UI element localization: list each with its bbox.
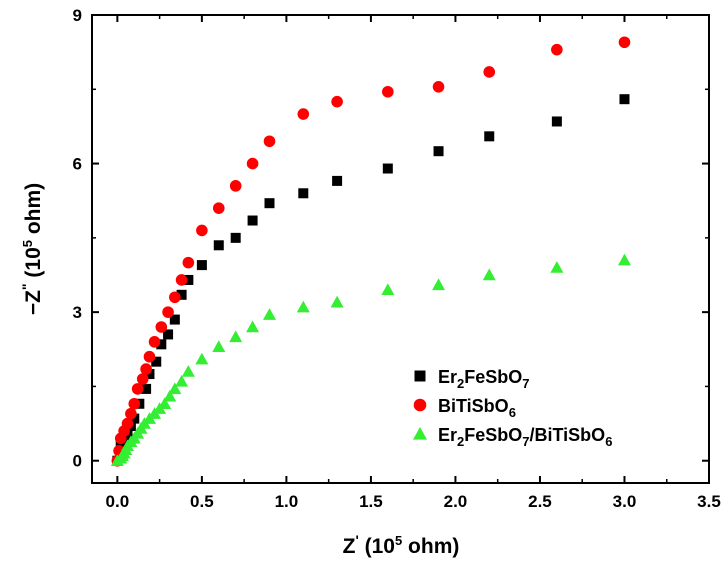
- data-point: [156, 339, 167, 350]
- circle-marker: [413, 398, 427, 412]
- data-point: [175, 274, 188, 286]
- data-point: [247, 215, 258, 226]
- y-tick-label: 9: [73, 6, 82, 25]
- legend-label: Er2FeSbO7: [438, 367, 530, 391]
- y-tick-label: 6: [73, 155, 82, 174]
- data-point: [129, 413, 140, 424]
- data-point: [246, 320, 260, 333]
- data-point: [381, 283, 395, 296]
- data-point: [141, 383, 152, 394]
- x-tick-label: 0.0: [106, 492, 130, 511]
- data-point: [125, 407, 137, 420]
- data-point: [121, 417, 134, 430]
- data-point: [619, 94, 630, 105]
- data-point: [433, 146, 444, 157]
- data-point: [230, 232, 241, 243]
- data-point: [131, 383, 144, 395]
- data-point: [330, 295, 344, 308]
- data-point: [618, 36, 631, 49]
- x-tick-label: 1.0: [275, 492, 299, 511]
- data-point: [382, 85, 394, 98]
- data-point: [297, 108, 310, 120]
- data-point: [162, 306, 174, 318]
- series-circle: [111, 36, 631, 467]
- data-marks: [110, 36, 631, 467]
- data-point: [169, 314, 180, 325]
- y-tick-label: 0: [73, 452, 82, 471]
- data-point: [158, 397, 172, 409]
- data-point: [212, 340, 226, 353]
- series-triangle: [110, 253, 631, 466]
- data-point: [262, 308, 276, 320]
- data-point: [144, 369, 155, 380]
- data-point: [484, 131, 495, 142]
- data-point: [195, 352, 209, 365]
- data-point: [246, 157, 259, 170]
- data-point: [432, 81, 445, 93]
- data-point: [213, 240, 224, 251]
- data-point: [229, 180, 242, 192]
- x-axis-title: Z' (105 ohm): [343, 532, 460, 558]
- data-point: [212, 202, 225, 214]
- data-point: [332, 175, 343, 186]
- x-tick-label: 1.5: [359, 492, 383, 511]
- data-point: [196, 224, 208, 237]
- legend-label: BiTiSbO6: [438, 396, 516, 420]
- data-point: [482, 268, 496, 281]
- x-tick-label: 0.5: [190, 492, 214, 511]
- series-square: [112, 94, 630, 466]
- data-point: [143, 350, 156, 363]
- legend-label: Er2FeSbO7/BiTiSbO6: [438, 425, 612, 449]
- data-point: [551, 43, 563, 56]
- data-point: [196, 260, 207, 271]
- data-point: [551, 116, 562, 127]
- legend: Er2FeSbO7 BiTiSbO6 Er2FeSbO7/BiTiSbO6: [413, 367, 612, 449]
- data-point: [163, 389, 177, 402]
- data-point: [483, 66, 496, 78]
- data-point: [168, 382, 182, 395]
- data-point: [550, 261, 564, 273]
- x-tick-label: 2.0: [444, 492, 468, 511]
- plot-frame: [91, 14, 710, 484]
- data-point: [617, 253, 631, 266]
- y-axis-title: −Z" (105 ohm): [19, 183, 45, 315]
- y-tick-label: 3: [73, 303, 82, 322]
- data-point: [382, 163, 393, 174]
- data-point: [155, 321, 168, 333]
- data-point: [264, 198, 275, 209]
- data-point: [296, 300, 310, 313]
- data-point: [183, 274, 194, 285]
- square-marker: [414, 370, 426, 382]
- data-point: [331, 95, 343, 108]
- data-point: [175, 374, 189, 387]
- data-point: [169, 291, 181, 304]
- data-point: [181, 365, 195, 377]
- data-point: [176, 289, 187, 300]
- data-point: [229, 330, 243, 343]
- data-point: [128, 397, 141, 410]
- data-point: [263, 135, 276, 148]
- data-point: [182, 256, 195, 269]
- x-tick-label: 3.5: [697, 492, 721, 511]
- triangle-marker: [413, 427, 427, 440]
- x-tick-label: 2.5: [528, 492, 552, 511]
- data-point: [163, 329, 174, 340]
- axes: 0.0 0.5 1.0 1.5 2.0 2.5 3.0 3.5 0 3 6 9: [73, 6, 721, 511]
- data-point: [432, 278, 446, 291]
- data-point: [298, 188, 309, 199]
- data-point: [136, 373, 149, 385]
- data-point: [140, 363, 152, 375]
- data-point: [151, 356, 162, 367]
- x-tick-label: 3.0: [613, 492, 637, 511]
- data-point: [148, 336, 161, 348]
